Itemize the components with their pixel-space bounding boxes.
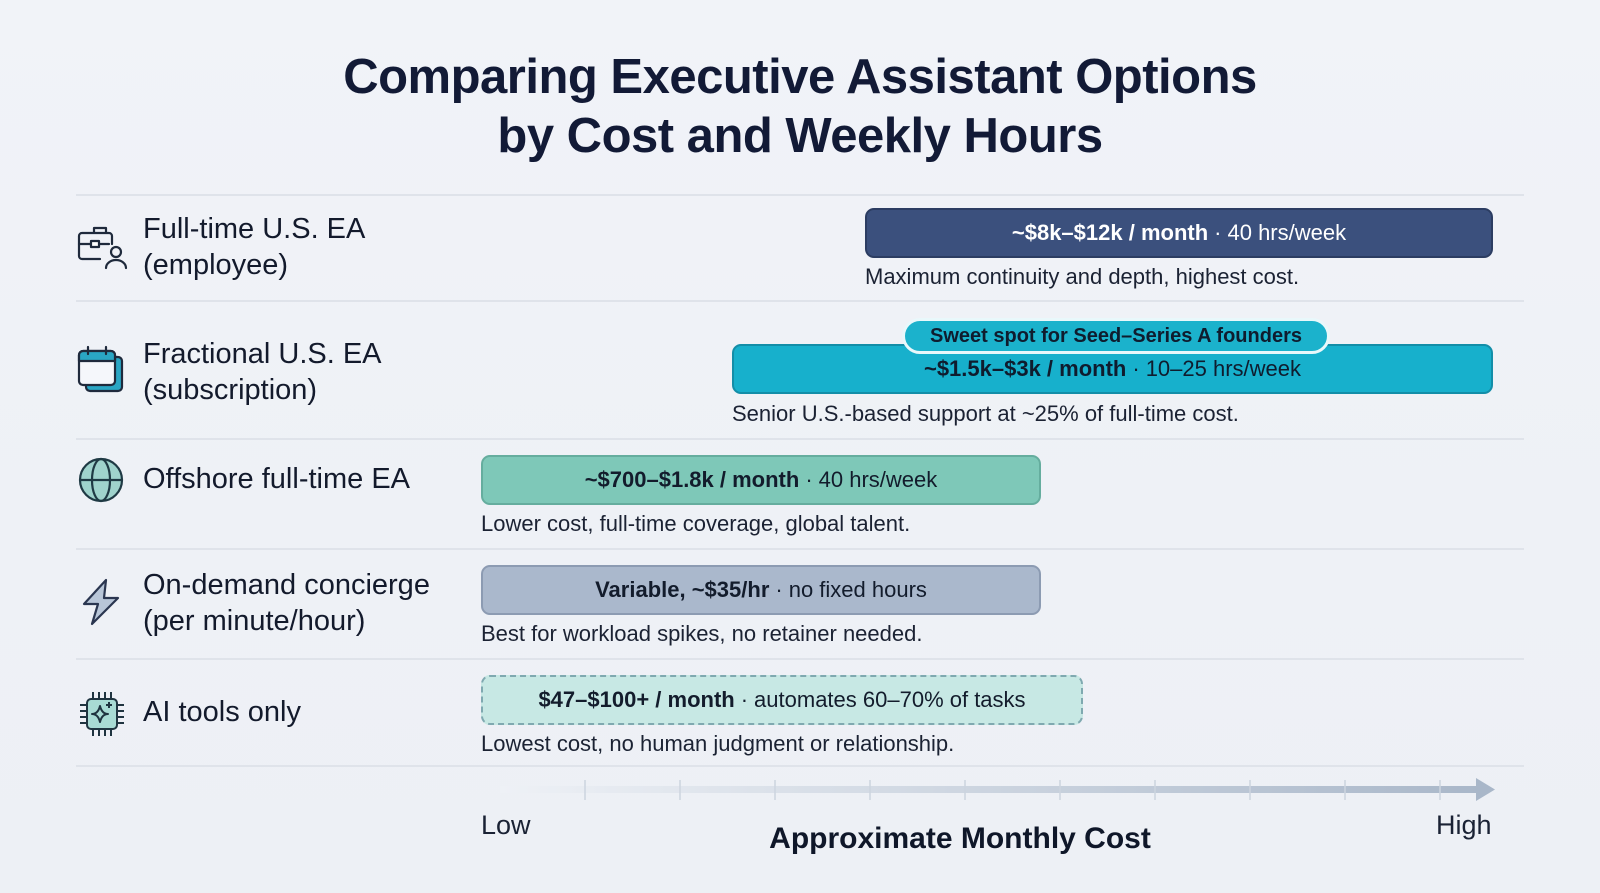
lightning-bolt-icon <box>76 576 128 628</box>
bar-separator: · <box>1214 220 1222 245</box>
row-label-line: (subscription) <box>143 374 318 406</box>
title-line-2: by Cost and Weekly Hours <box>497 109 1103 163</box>
row-label-full-time-us-ea: Full-time U.S. EA (employee) <box>143 211 365 283</box>
row-label-line: On-demand concierge <box>143 569 430 601</box>
row-divider <box>76 438 1524 440</box>
sweet-spot-badge: Sweet spot for Seed–Series A founders <box>902 318 1330 354</box>
page-title: Comparing Executive Assistant Options by… <box>0 48 1600 166</box>
bar-cost-text: ~$1.5k–$3k / month <box>923 356 1127 381</box>
bar-hours-text: 40 hrs/week <box>818 467 938 492</box>
row-divider <box>76 548 1524 550</box>
calendar-stack-icon <box>76 344 128 396</box>
globe-icon <box>76 454 128 506</box>
row-label-on-demand-concierge: On-demand concierge (per minute/hour) <box>143 567 430 639</box>
ai-chip-icon <box>76 688 128 740</box>
row-description: Maximum continuity and depth, highest co… <box>865 264 1300 289</box>
bar-cost-text: ~$700–$1.8k / month <box>584 467 800 492</box>
row-label-fractional-us-ea: Fractional U.S. EA (subscription) <box>143 336 382 408</box>
bar-cost-text: Variable, ~$35/hr <box>595 577 770 602</box>
row-divider <box>76 194 1524 196</box>
bar-separator: · <box>1132 356 1140 381</box>
bar-cost-text: $47–$100+ / month <box>538 687 735 712</box>
row-description: Senior U.S.-based support at ~25% of ful… <box>732 401 1239 426</box>
axis-low-label: Low <box>481 810 531 840</box>
axis-arrow-head <box>1476 778 1495 801</box>
axis-high-label: High <box>1436 810 1492 840</box>
row-label-line: AI tools only <box>143 696 301 728</box>
axis-arrow-shaft <box>500 786 1480 793</box>
bar-hours-text: no fixed hours <box>788 577 927 602</box>
row-divider <box>76 658 1524 660</box>
bar-separator: · <box>775 577 783 602</box>
bar-hours-text: 40 hrs/week <box>1227 220 1347 245</box>
row-label-line: (per minute/hour) <box>143 605 366 637</box>
briefcase-person-icon <box>76 222 128 274</box>
row-label-line: (employee) <box>143 249 289 281</box>
cost-bar-ai-tools: $47–$100+ / month · automates 60–70% of … <box>481 675 1083 725</box>
bar-separator: · <box>740 687 749 712</box>
row-description: Lowest cost, no human judgment or relati… <box>481 731 955 756</box>
row-label-ai-tools: AI tools only <box>143 694 301 730</box>
title-line-1: Comparing Executive Assistant Options <box>343 50 1257 104</box>
bar-hours-text: automates 60–70% of tasks <box>754 687 1026 712</box>
axis-title: Approximate Monthly Cost <box>769 822 1151 855</box>
bar-cost-text: ~$8k–$12k / month <box>1011 220 1209 245</box>
cost-bar-offshore-ea: ~$700–$1.8k / month · 40 hrs/week <box>481 455 1041 505</box>
bar-separator: · <box>805 467 813 492</box>
row-label-line: Fractional U.S. EA <box>143 338 382 370</box>
row-divider <box>76 300 1524 302</box>
row-description: Best for workload spikes, no retainer ne… <box>481 621 923 646</box>
row-divider <box>76 765 1524 767</box>
row-label-line: Full-time U.S. EA <box>143 213 366 245</box>
bar-hours-text: 10–25 hrs/week <box>1145 356 1302 381</box>
row-label-line: Offshore full-time EA <box>143 463 411 495</box>
cost-bar-full-time-us-ea: ~$8k–$12k / month · 40 hrs/week <box>865 208 1493 258</box>
row-description: Lower cost, full-time coverage, global t… <box>481 511 911 536</box>
row-label-offshore-ea: Offshore full-time EA <box>143 461 410 497</box>
cost-bar-on-demand-concierge: Variable, ~$35/hr · no fixed hours <box>481 565 1041 615</box>
